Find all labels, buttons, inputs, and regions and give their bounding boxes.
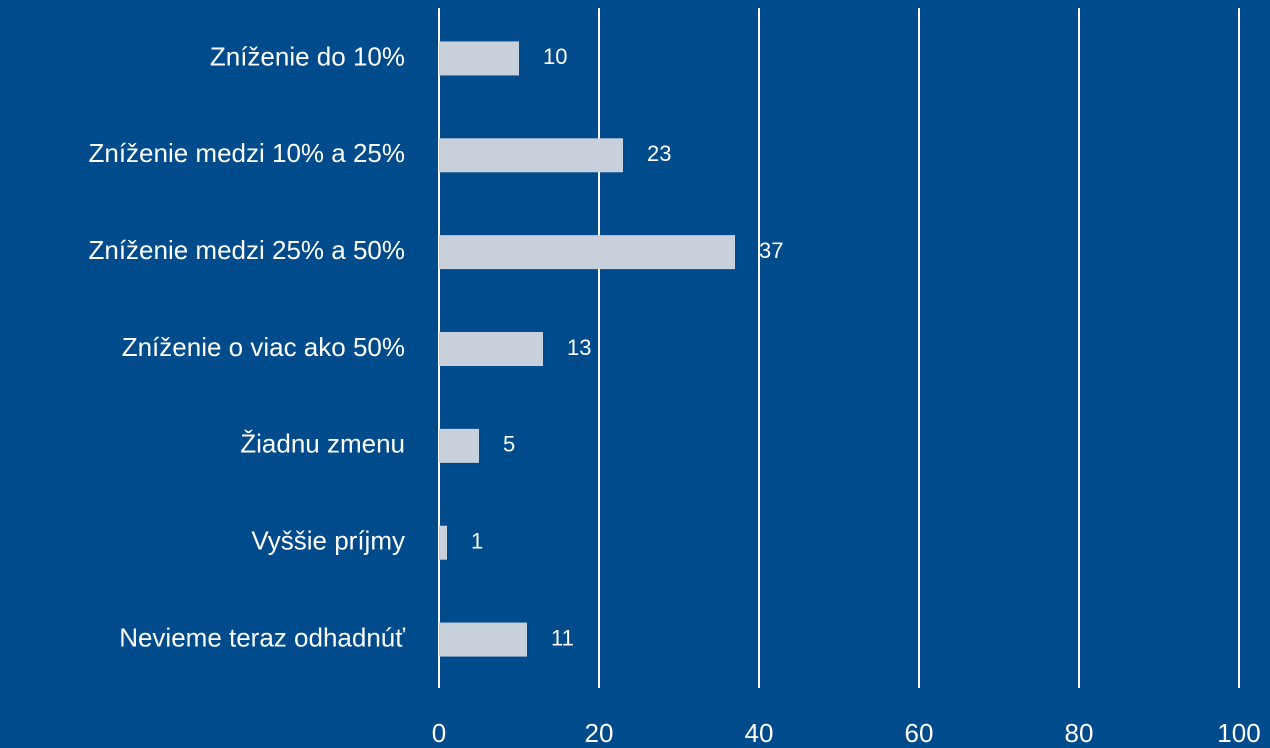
y-tick-label: Zníženie do 10% [210, 41, 405, 71]
x-tick-label: 60 [905, 718, 934, 748]
value-label: 37 [759, 238, 783, 263]
bar [439, 622, 527, 657]
bar [439, 41, 519, 76]
x-tick-label: 0 [432, 718, 446, 748]
value-label: 11 [551, 625, 574, 650]
x-tick-label: 20 [585, 718, 614, 748]
x-tick-label: 100 [1217, 718, 1260, 748]
x-tick-label: 80 [1065, 718, 1094, 748]
y-tick-label: Žiadnu zmenu [240, 429, 405, 459]
value-label: 5 [503, 432, 515, 457]
bar [439, 332, 543, 366]
value-label: 13 [567, 335, 591, 360]
bar [439, 235, 735, 270]
y-tick-label: Zníženie medzi 10% a 25% [88, 138, 405, 168]
value-label: 1 [471, 529, 483, 554]
value-label: 10 [543, 44, 567, 69]
bar [439, 138, 623, 173]
x-tick-label: 40 [745, 718, 774, 748]
value-label: 23 [647, 141, 671, 166]
y-tick-label: Zníženie o viac ako 50% [122, 332, 405, 362]
y-tick-label: Zníženie medzi 25% a 50% [88, 235, 405, 265]
bar [439, 525, 447, 560]
y-tick-label: Nevieme teraz odhadnúť [119, 622, 405, 652]
y-tick-label: Vyššie príjmy [251, 526, 405, 556]
bar [439, 428, 479, 463]
